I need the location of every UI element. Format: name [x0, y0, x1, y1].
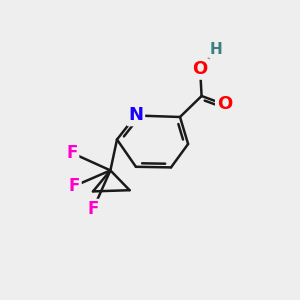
Text: N: N	[128, 106, 143, 124]
Text: O: O	[193, 60, 208, 78]
Text: F: F	[66, 144, 78, 162]
Text: F: F	[69, 177, 80, 195]
Text: F: F	[87, 200, 99, 218]
Text: O: O	[217, 95, 232, 113]
Text: H: H	[210, 42, 222, 57]
